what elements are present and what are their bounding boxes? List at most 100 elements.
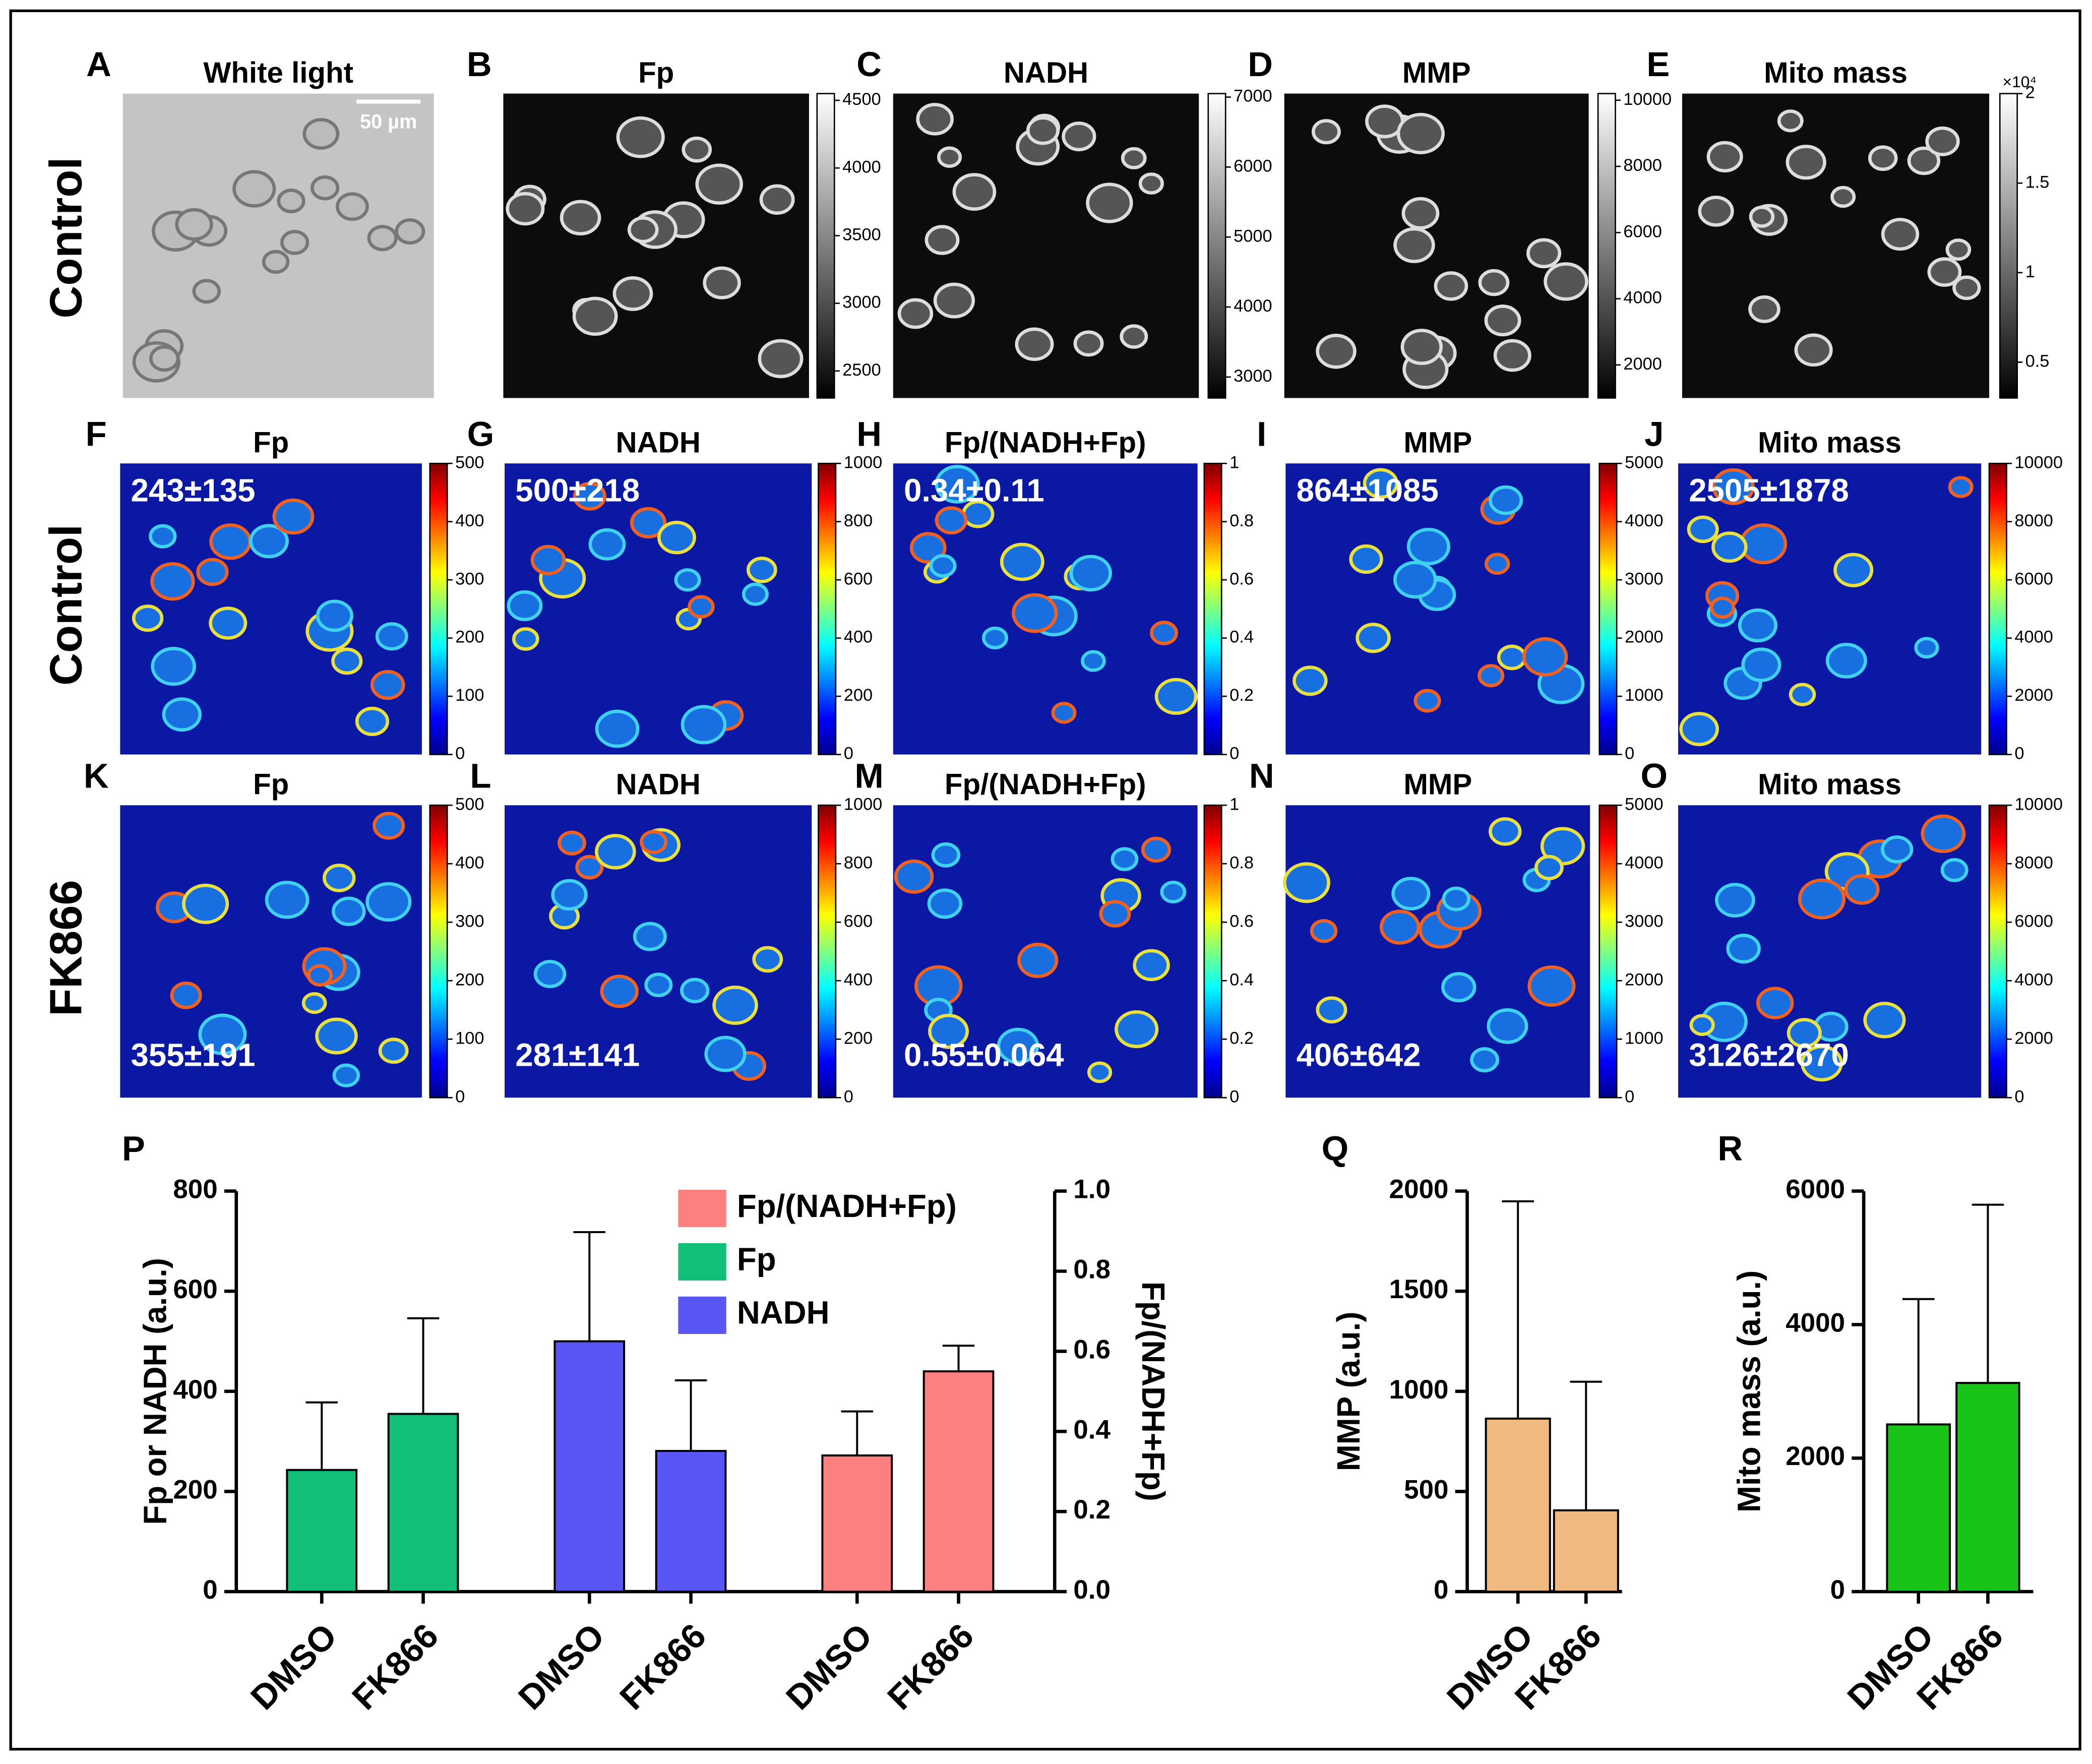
cell	[1487, 1008, 1528, 1044]
cell	[209, 523, 252, 560]
cell	[1726, 933, 1761, 964]
cell	[1485, 553, 1510, 575]
cell	[1715, 883, 1755, 918]
cell	[1493, 339, 1531, 372]
cell	[198, 1013, 247, 1056]
cell	[1111, 847, 1139, 871]
colorbar-tick-label: 200	[844, 1028, 873, 1048]
x-tick-label: FK866	[612, 1616, 714, 1718]
cell	[997, 1027, 1039, 1064]
cell	[1940, 858, 1968, 882]
x-tick-label: DMSO	[511, 1616, 611, 1717]
panel-annotation: 864±1085	[1297, 472, 1439, 508]
cell	[355, 706, 390, 737]
cell	[301, 992, 327, 1014]
y-tick-label: 0	[1434, 1575, 1448, 1605]
cell	[1527, 965, 1576, 1007]
cell	[1489, 485, 1523, 515]
cell	[149, 345, 180, 372]
row-label: FK866	[40, 880, 91, 1016]
cell	[1393, 227, 1435, 263]
cell	[616, 116, 665, 158]
colorbar-tick-label: 3000	[1625, 569, 1664, 588]
cell	[595, 709, 640, 748]
cell	[600, 975, 639, 1008]
cell	[1401, 197, 1440, 230]
cell	[575, 855, 604, 880]
cell	[897, 298, 934, 329]
colorbar-tick-label: 400	[844, 970, 873, 989]
colorbar-tick-label: 4000	[1623, 288, 1662, 308]
cell	[175, 208, 213, 241]
cell	[703, 266, 741, 299]
cell	[1833, 553, 1874, 587]
colorbar-tick-label: 0	[844, 744, 853, 763]
colorbar-tick-label: 100	[455, 1028, 484, 1048]
colorbar-tick-label: 6000	[2014, 569, 2053, 588]
y-tick-label: 1500	[1389, 1274, 1449, 1304]
colorbar-tick-label: 4000	[2014, 970, 2053, 989]
cell	[1154, 678, 1198, 715]
panel-title: Fp/(NADH+Fp)	[945, 427, 1146, 459]
cell	[1099, 900, 1131, 928]
y-tick-label: 0	[1830, 1575, 1845, 1605]
y-tick-label: 200	[173, 1475, 217, 1504]
panel-letter: L	[470, 756, 491, 795]
panel-title: MMP	[1403, 427, 1472, 459]
colorbar	[818, 804, 837, 1099]
cell	[551, 879, 588, 911]
cell	[627, 216, 659, 244]
colorbar-tick-label: 0	[2014, 744, 2024, 763]
cell	[209, 606, 248, 640]
cell	[1789, 683, 1816, 706]
cell	[150, 562, 195, 601]
micrograph	[1285, 805, 1590, 1098]
cell	[332, 1063, 360, 1087]
panel-title: Fp	[253, 768, 289, 801]
panel-letter: H	[856, 414, 882, 453]
cell	[1141, 836, 1171, 863]
cell	[929, 554, 957, 578]
panel-annotation: 0.55±0.064	[904, 1038, 1064, 1073]
cell	[925, 225, 960, 255]
cell	[132, 604, 164, 632]
cell	[1711, 531, 1748, 563]
cell	[262, 250, 290, 274]
colorbar-tick-label: 2000	[2014, 686, 2053, 705]
panel-title: MMP	[1403, 768, 1472, 801]
colorbar-tick-label: 4500	[842, 90, 881, 109]
cell	[1062, 121, 1096, 152]
colorbar-tick-label: 5000	[1625, 453, 1664, 472]
cell	[1069, 555, 1112, 592]
chart-letter: R	[1717, 1129, 1743, 1168]
cell	[1150, 621, 1178, 645]
colorbar-tick-label: 100	[455, 686, 484, 705]
colorbar	[1988, 804, 2007, 1099]
colorbar	[1598, 804, 1618, 1099]
cell	[149, 524, 177, 549]
cell	[1356, 623, 1391, 653]
cell	[1138, 172, 1164, 195]
colorbar-tick-label: 3500	[842, 225, 881, 245]
cell	[332, 896, 366, 926]
colorbar-tick-label: 0.2	[1229, 686, 1254, 705]
panel-letter: J	[1644, 414, 1664, 453]
colorbar	[1203, 804, 1222, 1099]
cell	[1282, 862, 1330, 903]
y-tick-label: 400	[173, 1375, 217, 1405]
cell	[981, 626, 1008, 650]
colorbar-tick-label: 300	[455, 911, 484, 931]
colorbar-tick-label: 8000	[2014, 511, 2053, 530]
cell	[336, 192, 369, 221]
colorbar-tick-label: 2000	[1625, 970, 1664, 989]
cell	[1400, 329, 1443, 366]
colorbar-tick-label: 1000	[844, 453, 883, 472]
cell	[1738, 608, 1778, 643]
bar	[1485, 1417, 1551, 1593]
panel-annotation: 0.34±0.11	[904, 472, 1044, 508]
colorbar-tick-label: 10000	[1623, 90, 1672, 109]
cell	[1133, 949, 1170, 982]
cell	[1698, 196, 1734, 227]
cell	[630, 507, 666, 539]
